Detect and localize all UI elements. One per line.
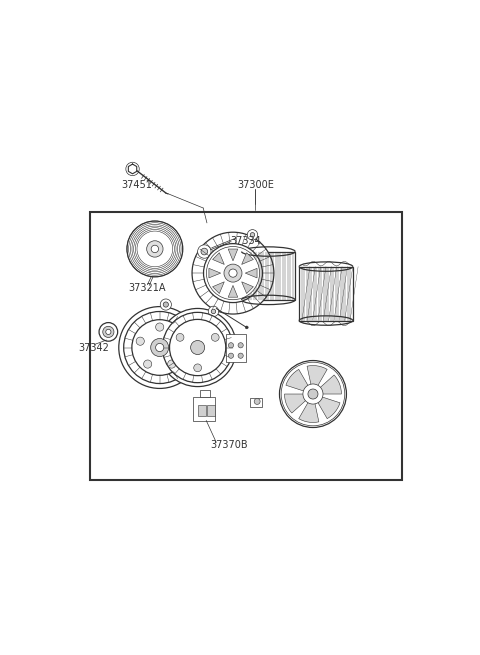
Circle shape: [238, 353, 243, 358]
Circle shape: [160, 299, 171, 310]
Circle shape: [211, 333, 219, 341]
Text: 37334: 37334: [230, 236, 262, 246]
Circle shape: [176, 333, 184, 341]
Polygon shape: [228, 249, 238, 261]
Bar: [299, 267, 353, 320]
Circle shape: [151, 245, 158, 253]
Circle shape: [198, 245, 211, 258]
Circle shape: [204, 244, 263, 303]
Text: 37370B: 37370B: [210, 440, 248, 450]
Text: 37342: 37342: [79, 343, 109, 352]
Circle shape: [163, 312, 233, 383]
Circle shape: [106, 329, 111, 335]
Polygon shape: [245, 269, 257, 278]
Circle shape: [201, 248, 208, 255]
Circle shape: [136, 337, 144, 345]
Circle shape: [191, 346, 196, 351]
Circle shape: [175, 337, 183, 345]
Polygon shape: [313, 394, 340, 419]
Text: 37321A: 37321A: [129, 283, 166, 293]
Circle shape: [169, 320, 226, 375]
Circle shape: [211, 309, 216, 314]
Polygon shape: [128, 164, 137, 174]
Text: 37451: 37451: [121, 179, 152, 189]
Polygon shape: [286, 369, 313, 394]
Bar: [189, 338, 205, 359]
Circle shape: [250, 233, 255, 237]
Polygon shape: [241, 282, 253, 293]
Bar: [241, 252, 295, 300]
Text: 37300E: 37300E: [237, 179, 274, 189]
Polygon shape: [299, 394, 319, 422]
Circle shape: [245, 326, 248, 329]
Circle shape: [158, 309, 237, 386]
Circle shape: [208, 306, 219, 316]
Polygon shape: [213, 253, 224, 265]
Circle shape: [308, 389, 318, 399]
Circle shape: [224, 264, 242, 282]
Bar: [198, 405, 206, 417]
Circle shape: [132, 320, 188, 375]
Bar: [200, 390, 210, 397]
Circle shape: [156, 323, 164, 331]
Circle shape: [156, 343, 164, 352]
Bar: [193, 397, 216, 421]
Polygon shape: [241, 253, 253, 265]
Circle shape: [279, 360, 347, 428]
Circle shape: [228, 343, 234, 348]
Circle shape: [124, 312, 196, 384]
Bar: [207, 405, 215, 417]
Polygon shape: [285, 394, 313, 413]
Circle shape: [119, 307, 201, 388]
Bar: [90, 212, 402, 479]
Circle shape: [99, 323, 118, 341]
Circle shape: [254, 398, 260, 404]
Circle shape: [238, 343, 243, 348]
Circle shape: [127, 221, 183, 277]
Bar: [226, 335, 246, 362]
Polygon shape: [213, 282, 224, 293]
Circle shape: [147, 241, 163, 257]
Circle shape: [191, 341, 204, 354]
Circle shape: [228, 353, 234, 358]
Polygon shape: [307, 365, 327, 394]
Polygon shape: [209, 269, 221, 278]
Circle shape: [144, 360, 152, 368]
Polygon shape: [313, 375, 341, 394]
Circle shape: [151, 339, 168, 356]
Circle shape: [168, 360, 176, 368]
Circle shape: [247, 230, 258, 240]
Circle shape: [303, 384, 323, 404]
Circle shape: [206, 246, 260, 300]
Circle shape: [198, 346, 203, 351]
Circle shape: [192, 232, 274, 314]
Polygon shape: [228, 286, 238, 297]
Circle shape: [163, 302, 168, 307]
Circle shape: [229, 269, 237, 277]
Bar: [251, 398, 262, 407]
Circle shape: [194, 364, 202, 372]
Circle shape: [103, 326, 114, 337]
